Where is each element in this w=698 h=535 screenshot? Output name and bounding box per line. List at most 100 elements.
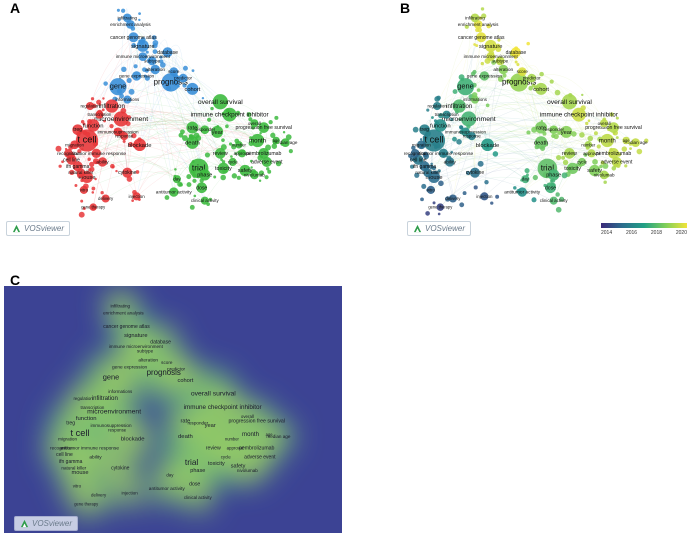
keyword-node[interactable] [222,107,237,122]
keyword-node[interactable] [214,148,226,159]
keyword-node[interactable] [150,64,160,75]
keyword-node[interactable] [76,168,86,178]
keyword-node[interactable] [75,129,99,152]
keyword-node[interactable] [631,138,640,147]
keyword-node[interactable] [89,203,97,211]
keyword-node[interactable] [566,162,579,175]
keyword-node[interactable] [608,122,619,133]
keyword-node[interactable] [97,157,108,167]
keyword-node[interactable] [122,167,133,178]
keyword-node[interactable] [123,95,132,104]
keyword-node[interactable] [113,127,123,137]
keyword-node[interactable] [470,13,480,23]
keyword-node[interactable] [199,169,211,181]
keyword-node[interactable] [426,185,435,194]
keyword-node[interactable] [161,73,180,92]
keyword-node[interactable] [600,119,609,128]
keyword-node[interactable] [577,157,587,167]
keyword-node[interactable] [469,167,480,178]
keyword-node[interactable] [545,182,556,194]
keyword-node[interactable] [178,73,188,83]
keyword-node[interactable] [587,149,596,158]
keyword-node[interactable] [495,56,505,66]
keyword-node[interactable] [186,136,199,149]
keyword-node[interactable] [534,136,548,149]
keyword-node[interactable] [434,119,447,132]
keyword-node[interactable] [517,187,527,197]
keyword-node[interactable] [212,94,228,110]
keyword-node[interactable] [461,127,470,137]
keyword-node[interactable] [79,185,88,194]
keyword-node[interactable] [588,164,601,177]
keyword-node[interactable] [200,125,210,135]
keyword-node[interactable] [476,32,487,43]
keyword-node[interactable] [527,73,537,83]
keyword-node[interactable] [422,129,446,152]
keyword-node[interactable] [535,121,548,134]
keyword-node[interactable] [250,119,259,128]
keyword-node[interactable] [95,110,104,119]
keyword-node[interactable] [136,39,149,52]
keyword-node[interactable] [196,182,208,194]
keyword-node[interactable] [484,39,497,52]
keyword-node[interactable] [584,141,593,149]
keyword-node[interactable] [258,122,270,133]
keyword-node[interactable] [560,125,573,138]
keyword-node[interactable] [113,111,129,127]
keyword-node[interactable] [131,71,142,81]
keyword-node[interactable] [169,67,179,77]
keyword-node[interactable] [281,138,290,147]
keyword-node[interactable] [436,203,445,211]
keyword-node[interactable] [417,140,426,150]
keyword-node[interactable] [172,175,181,184]
keyword-node[interactable] [481,138,494,152]
keyword-node[interactable] [423,168,433,178]
keyword-node[interactable] [479,71,490,81]
keyword-node[interactable] [486,52,496,61]
keyword-node[interactable] [509,73,529,92]
keyword-node[interactable] [109,78,127,96]
keyword-node[interactable] [410,148,420,158]
keyword-node[interactable] [91,148,102,159]
keyword-node[interactable] [461,111,477,127]
keyword-node[interactable] [549,196,558,205]
keyword-node[interactable] [122,13,132,23]
keyword-node[interactable] [120,132,129,141]
keyword-node[interactable] [237,149,247,158]
keyword-node[interactable] [571,107,586,122]
keyword-node[interactable] [608,148,619,159]
keyword-node[interactable] [445,157,455,167]
keyword-node[interactable] [419,124,430,136]
keyword-node[interactable] [200,196,209,205]
keyword-node[interactable] [535,82,548,95]
keyword-node[interactable] [600,133,614,148]
keyword-node[interactable] [86,119,100,132]
keyword-node[interactable] [105,99,119,113]
keyword-node[interactable] [211,125,224,138]
keyword-node[interactable] [452,99,466,113]
keyword-node[interactable] [147,56,157,66]
keyword-node[interactable] [622,136,630,145]
keyword-node[interactable] [186,121,199,134]
keyword-node[interactable] [228,157,237,167]
keyword-node[interactable] [138,52,148,61]
keyword-node[interactable] [467,132,476,141]
keyword-node[interactable] [448,194,457,203]
keyword-node[interactable] [261,156,272,167]
keyword-node[interactable] [86,101,95,111]
keyword-node[interactable] [186,82,199,95]
keyword-node[interactable] [239,164,251,177]
keyword-node[interactable] [548,169,560,181]
keyword-node[interactable] [599,170,609,180]
keyword-node[interactable] [162,47,173,58]
keyword-node[interactable] [498,64,508,75]
keyword-node[interactable] [70,140,79,150]
keyword-node[interactable] [442,110,451,119]
keyword-node[interactable] [517,67,527,77]
keyword-node[interactable] [549,125,559,135]
keyword-node[interactable] [611,156,622,167]
keyword-node[interactable] [128,32,139,43]
keyword-node[interactable] [433,101,442,111]
keyword-node[interactable] [480,192,489,201]
keyword-node[interactable] [564,148,575,159]
